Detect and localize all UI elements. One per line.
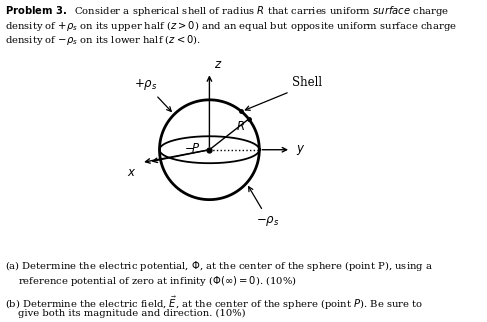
Text: Shell: Shell	[292, 76, 322, 89]
Text: (a) Determine the electric potential, $\Phi$, at the center of the sphere (point: (a) Determine the electric potential, $\…	[5, 259, 433, 273]
Text: $+\rho_s$: $+\rho_s$	[134, 77, 158, 92]
Text: $y$: $y$	[296, 143, 305, 157]
Text: reference potential of zero at infinity ($\Phi(\infty) = 0$). (10%): reference potential of zero at infinity …	[18, 274, 297, 288]
Text: $z$: $z$	[214, 58, 223, 71]
Text: density of $+\rho_s$ on its upper half ($z > 0$) and an equal but opposite unifo: density of $+\rho_s$ on its upper half (…	[5, 18, 457, 33]
Text: give both its magnitude and direction. (10%): give both its magnitude and direction. (…	[18, 309, 245, 318]
Text: $-\rho_s$: $-\rho_s$	[256, 214, 280, 228]
Text: $x$: $x$	[127, 166, 136, 179]
Text: density of $-\rho_s$ on its lower half ($z < 0$).: density of $-\rho_s$ on its lower half (…	[5, 33, 201, 47]
Text: $-\!P$: $-\!P$	[184, 142, 201, 155]
Text: (b) Determine the electric field, $\vec{E}$, at the center of the sphere (point : (b) Determine the electric field, $\vec{…	[5, 295, 423, 312]
Text: $R$: $R$	[236, 120, 245, 133]
Text: $\mathbf{Problem\ 3.}$  Consider a spherical shell of radius $R$ that carries un: $\mathbf{Problem\ 3.}$ Consider a spheri…	[5, 4, 449, 18]
